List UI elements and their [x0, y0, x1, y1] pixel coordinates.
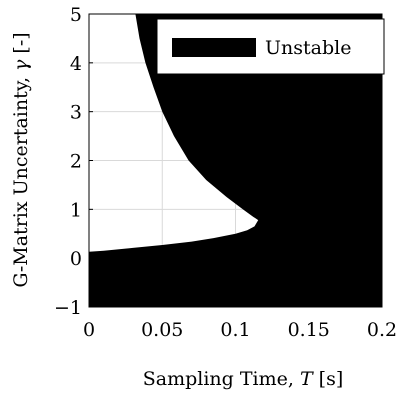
y-axis-label: G-Matrix Uncertainty, γ [-] — [10, 32, 32, 287]
y-tick-label: 1 — [70, 199, 82, 221]
legend-swatch-unstable — [172, 38, 256, 57]
x-axis-label: Sampling Time, T [s] — [143, 368, 344, 390]
y-tick-label: 0 — [70, 248, 82, 270]
legend: Unstable — [156, 18, 385, 75]
x-axis-ticks: 0 0.05 0.1 0.15 0.2 — [83, 303, 397, 341]
x-tick-label: 0.05 — [141, 319, 183, 341]
y-tick-label: 2 — [70, 151, 82, 173]
x-tick-label: 0.1 — [220, 319, 250, 341]
y-tick-label: −1 — [54, 297, 82, 319]
unstable-region — [89, 14, 382, 307]
y-tick-label: 5 — [70, 4, 82, 26]
y-tick-label: 3 — [70, 102, 82, 124]
x-tick-label: 0.15 — [288, 319, 330, 341]
y-tick-label: 4 — [70, 53, 82, 75]
x-tick-label: 0 — [83, 319, 95, 341]
y-axis-ticks: −1 0 1 2 3 4 5 — [54, 4, 93, 319]
legend-label-unstable: Unstable — [265, 37, 351, 59]
x-tick-label: 0.2 — [367, 319, 397, 341]
